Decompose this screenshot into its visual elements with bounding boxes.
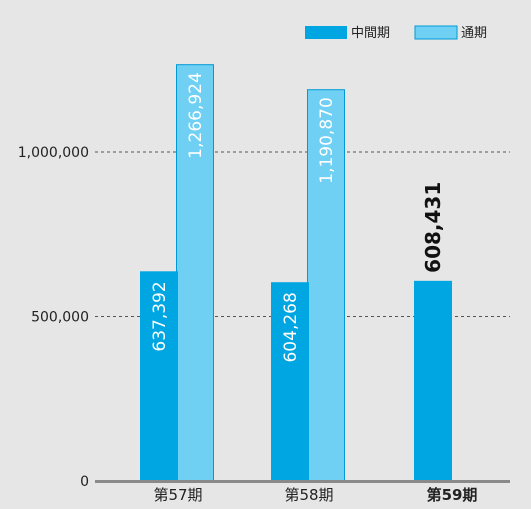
x-category-label: 第59期 <box>427 486 478 504</box>
bar-interim <box>140 271 178 481</box>
bar-interim <box>271 282 309 481</box>
y-tick-label: 500,000 <box>31 310 89 326</box>
bar-label-interim: 604,268 <box>281 292 301 362</box>
bar-label-interim: 608,431 <box>421 182 445 273</box>
bar-interim <box>414 280 452 481</box>
legend-swatch-full-year <box>414 25 458 40</box>
bar-label-full-year: 1,190,870 <box>317 97 337 184</box>
legend-swatch-interim <box>305 26 347 39</box>
x-category-label: 第58期 <box>284 486 333 504</box>
bar-full-year <box>176 64 214 481</box>
y-tick-label: 1,000,000 <box>18 145 89 161</box>
legend-label: 通期 <box>461 26 487 41</box>
x-category-label: 第57期 <box>153 486 202 504</box>
bar-label-full-year: 1,266,924 <box>186 72 206 159</box>
bar-label-interim: 637,392 <box>150 281 170 351</box>
legend-label: 中間期 <box>351 26 390 41</box>
bar-full-year <box>307 89 345 482</box>
y-tick-label: 0 <box>80 474 89 490</box>
